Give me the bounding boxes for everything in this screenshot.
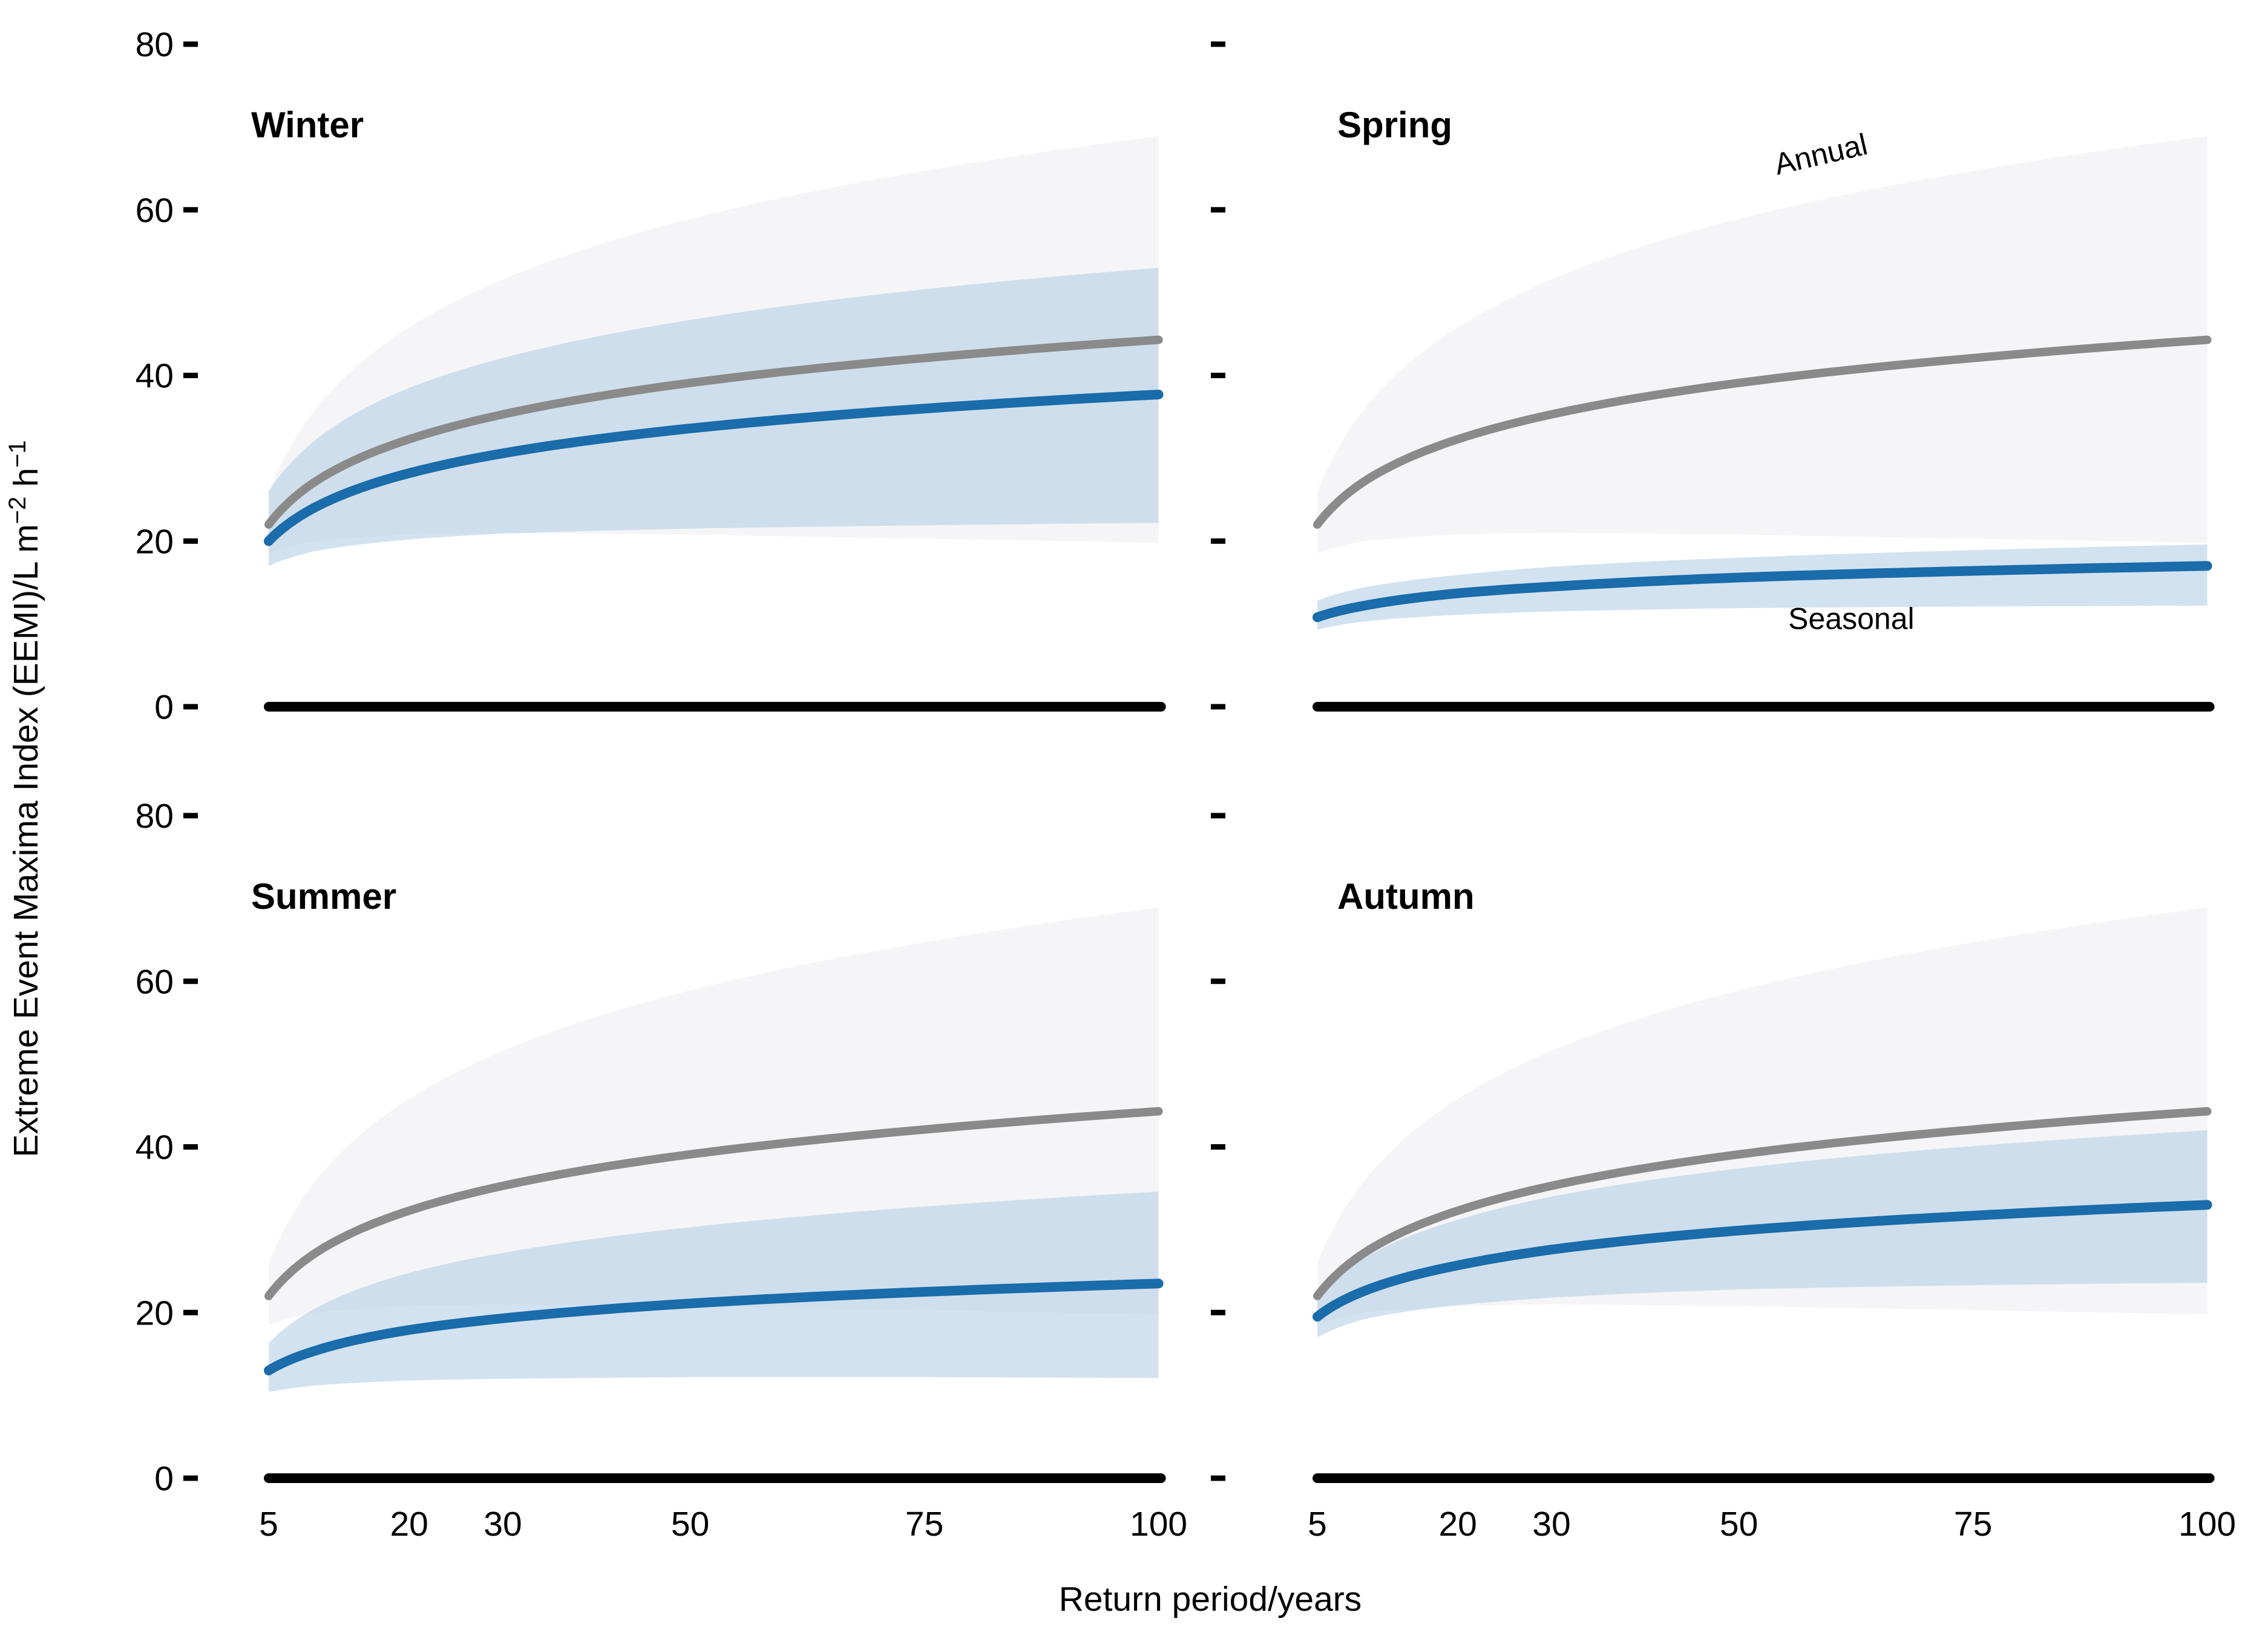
x-tick-label: 75: [905, 1505, 943, 1544]
panel-summer-y-tick-mark: [183, 1309, 198, 1315]
panel-autumn-y-tick-mark: [1211, 1309, 1225, 1315]
y-tick-label: 20: [136, 1294, 174, 1332]
text-layer: 80 60 40 20 0 Winter Spring Annual Seasonal 80 60 4…: [4, 25, 2236, 1619]
y-tick-label: 40: [136, 1128, 174, 1167]
panel-spring-annual-curve: [1313, 335, 2212, 529]
x-tick-label: 20: [1438, 1505, 1476, 1544]
axes-layer: [183, 41, 2215, 1483]
panel-title-autumn: Autumn: [1337, 876, 1475, 917]
panel-summer-y-tick-mark: [183, 978, 198, 984]
panel-autumn-y-tick-mark: [1211, 1475, 1225, 1481]
panel-winter-seasonal-curve: [264, 390, 1164, 546]
y-axis-title: Extreme Event Maxima Index (EEMI)/L m−2 …: [4, 440, 45, 1157]
seasonal-series-label: Seasonal: [1788, 601, 1915, 635]
x-tick-label: 5: [1308, 1505, 1327, 1544]
panel-spring-y-tick-mark: [1211, 538, 1225, 544]
x-tick-label: 75: [1954, 1505, 1992, 1544]
y-tick-label: 20: [136, 522, 174, 561]
x-tick-label: 50: [1720, 1505, 1758, 1544]
bands-layer: [269, 136, 2207, 1392]
panel-spring-y-tick-mark: [1211, 704, 1225, 710]
panel-winter-y-tick-mark: [183, 704, 198, 710]
panel-spring-annual-confidence-band: [1317, 136, 2207, 554]
panel-title-summer: Summer: [251, 876, 396, 917]
panel-summer-annual-curve: [264, 1107, 1163, 1300]
panel-summer-y-tick-mark: [183, 813, 198, 819]
panel-spring-seasonal-confidence-band: [1317, 544, 2207, 630]
panel-winter-seasonal-confidence-band: [269, 267, 1159, 566]
x-tick-label: 5: [259, 1505, 278, 1544]
panel-summer-seasonal-curve: [264, 1279, 1164, 1376]
panel-summer-y-tick-mark: [183, 1144, 198, 1150]
panel-autumn-annual-curve: [1313, 1107, 2212, 1300]
y-tick-label: 60: [136, 963, 174, 1001]
panel-summer-seasonal-confidence-band: [269, 1191, 1159, 1392]
panel-autumn-y-tick-mark: [1211, 813, 1225, 819]
panel-spring-y-tick-mark: [1211, 373, 1225, 378]
x-tick-label: 100: [2178, 1505, 2236, 1544]
panel-spring-y-tick-mark: [1211, 41, 1225, 47]
y-tick-label: 0: [154, 1459, 174, 1498]
panel-winter-y-tick-mark: [183, 373, 198, 378]
panel-title-spring: Spring: [1337, 105, 1452, 145]
y-tick-label: 60: [136, 191, 174, 230]
x-tick-label: 20: [390, 1505, 428, 1544]
annual-series-label: Annual: [1771, 127, 1870, 182]
panel-winter-y-tick-mark: [183, 41, 198, 47]
panel-autumn-seasonal-confidence-band: [1317, 1130, 2207, 1338]
panel-winter-y-tick-mark: [183, 538, 198, 544]
panel-autumn-y-tick-mark: [1211, 1144, 1225, 1150]
panel-spring-y-tick-mark: [1211, 207, 1225, 213]
curves-layer: [264, 335, 2212, 1376]
panel-autumn-seasonal-curve: [1313, 1200, 2212, 1322]
panel-spring-seasonal-curve: [1313, 561, 2212, 623]
x-tick-label: 30: [483, 1505, 522, 1544]
panel-summer-y-tick-mark: [183, 1475, 198, 1481]
panel-winter-y-tick-mark: [183, 207, 198, 213]
y-tick-label: 40: [136, 357, 174, 396]
panel-autumn-y-tick-mark: [1211, 978, 1225, 984]
panel-winter-annual-curve: [264, 335, 1163, 529]
y-tick-label: 80: [136, 797, 174, 836]
x-tick-label: 50: [671, 1505, 709, 1544]
x-tick-label: 100: [1130, 1505, 1187, 1544]
x-axis-title: Return period/years: [1059, 1580, 1362, 1619]
panel-title-winter: Winter: [251, 105, 364, 145]
x-tick-label: 30: [1532, 1505, 1570, 1544]
y-tick-label: 80: [136, 25, 174, 64]
y-tick-label: 0: [154, 688, 174, 727]
